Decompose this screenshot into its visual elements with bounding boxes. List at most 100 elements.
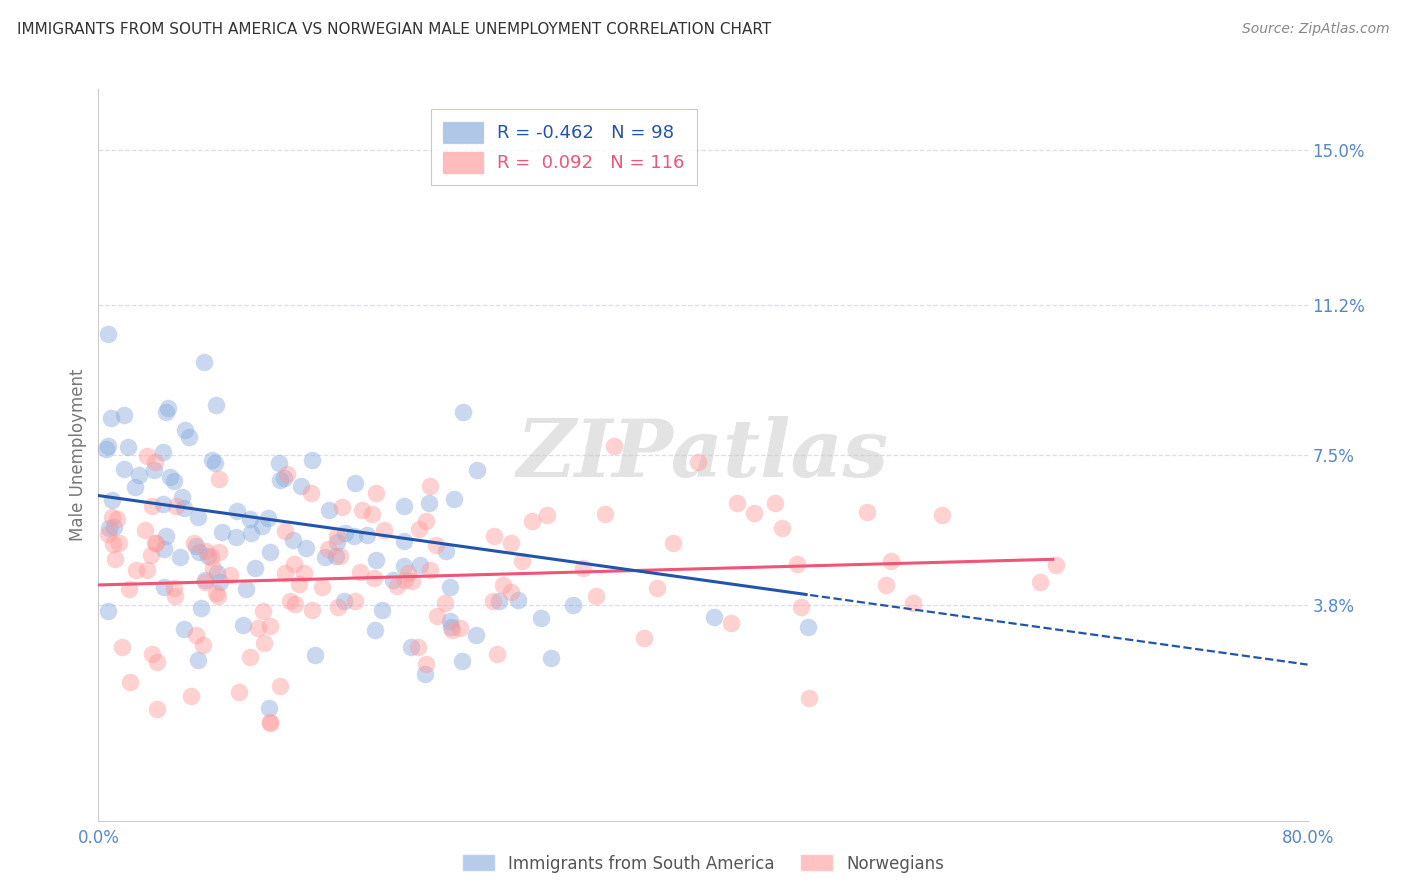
Point xyxy=(191,638,214,652)
Point xyxy=(156,401,179,416)
Point xyxy=(194,574,217,588)
Point xyxy=(243,560,266,574)
Point xyxy=(143,463,166,477)
Point xyxy=(136,563,159,577)
Point xyxy=(349,565,371,579)
Point xyxy=(239,649,262,664)
Point xyxy=(256,510,278,524)
Point xyxy=(143,455,166,469)
Point xyxy=(381,573,404,587)
Point xyxy=(202,561,225,575)
Point xyxy=(401,574,423,588)
Point xyxy=(211,524,233,539)
Point xyxy=(290,479,312,493)
Point xyxy=(97,521,120,535)
Point xyxy=(97,439,120,453)
Point xyxy=(97,327,120,342)
Point xyxy=(201,452,224,467)
Point xyxy=(688,455,710,469)
Point xyxy=(145,656,167,670)
Point xyxy=(356,527,378,541)
Point xyxy=(269,474,291,488)
Point xyxy=(364,624,387,638)
Point xyxy=(434,596,457,610)
Point xyxy=(396,566,419,580)
Point xyxy=(166,499,188,513)
Point xyxy=(112,462,135,476)
Point xyxy=(901,596,924,610)
Point xyxy=(406,640,429,654)
Point xyxy=(105,512,128,526)
Point xyxy=(720,616,742,631)
Point xyxy=(880,553,903,567)
Point xyxy=(239,525,262,540)
Point xyxy=(193,574,215,589)
Point xyxy=(252,603,274,617)
Point xyxy=(603,439,626,453)
Point xyxy=(449,621,471,635)
Point xyxy=(124,480,146,494)
Point xyxy=(453,405,475,419)
Y-axis label: Male Unemployment: Male Unemployment xyxy=(69,368,87,541)
Point xyxy=(283,557,305,571)
Point xyxy=(499,535,522,549)
Point xyxy=(172,490,194,504)
Point xyxy=(343,594,366,608)
Point xyxy=(226,504,249,518)
Point xyxy=(118,582,141,596)
Point xyxy=(117,441,139,455)
Point xyxy=(187,653,209,667)
Point xyxy=(434,543,457,558)
Point xyxy=(366,553,388,567)
Point xyxy=(135,449,157,463)
Point xyxy=(259,715,281,730)
Point xyxy=(205,586,228,600)
Point xyxy=(253,636,276,650)
Point xyxy=(284,597,307,611)
Point xyxy=(153,581,176,595)
Point xyxy=(200,549,222,564)
Point xyxy=(273,566,295,581)
Point xyxy=(295,541,318,555)
Point xyxy=(235,582,257,597)
Point xyxy=(330,500,353,514)
Point xyxy=(118,675,141,690)
Point xyxy=(439,620,461,634)
Point xyxy=(292,566,315,581)
Point xyxy=(173,501,195,516)
Point xyxy=(373,523,395,537)
Point xyxy=(318,502,340,516)
Point xyxy=(207,589,229,603)
Point xyxy=(187,545,209,559)
Point xyxy=(225,530,247,544)
Point xyxy=(128,468,150,483)
Point xyxy=(333,526,356,541)
Point xyxy=(269,679,291,693)
Point xyxy=(451,654,474,668)
Point xyxy=(205,566,228,580)
Point xyxy=(343,476,366,491)
Text: ZIPatlas: ZIPatlas xyxy=(517,417,889,493)
Point xyxy=(328,600,350,615)
Point xyxy=(180,689,202,703)
Point xyxy=(465,463,488,477)
Point xyxy=(152,445,174,459)
Point xyxy=(153,541,176,556)
Point xyxy=(301,603,323,617)
Point xyxy=(186,540,208,554)
Point xyxy=(931,508,953,523)
Point xyxy=(1028,575,1050,590)
Point xyxy=(187,510,209,524)
Point xyxy=(408,522,430,536)
Point xyxy=(163,589,186,603)
Point xyxy=(301,453,323,467)
Point xyxy=(786,558,808,572)
Point xyxy=(246,621,269,635)
Point xyxy=(208,544,231,558)
Point xyxy=(159,469,181,483)
Point xyxy=(276,467,298,482)
Point xyxy=(195,543,218,558)
Point xyxy=(134,523,156,537)
Point xyxy=(1045,558,1067,573)
Point xyxy=(141,647,163,661)
